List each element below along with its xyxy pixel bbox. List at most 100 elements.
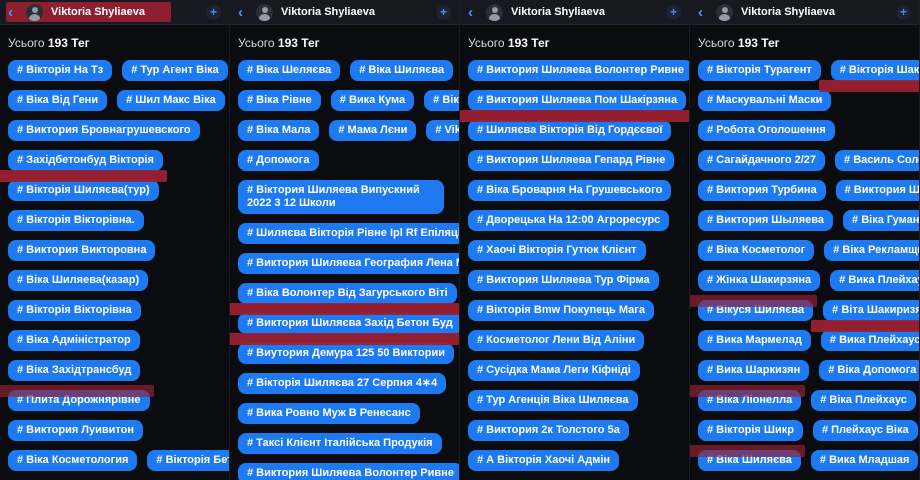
contact-name[interactable]: Viktoria Shyliaeva (51, 6, 145, 18)
tag-pill[interactable]: # Виктория Бровнагрушевского (8, 120, 200, 141)
tag-pill[interactable]: # Віка Від Гени (8, 90, 108, 111)
back-chevron-icon[interactable]: ‹ (698, 3, 703, 21)
add-tag-icon[interactable]: + (896, 4, 911, 20)
contact-name[interactable]: Viktoria Shyliaeva (281, 6, 375, 18)
tag-pill[interactable]: # Вікторія Шиляєва(тур) (8, 180, 159, 201)
tag-pill[interactable]: # Віка Гуманітарка (843, 210, 919, 231)
tag-pill[interactable]: # Віка Адміністратор (8, 330, 140, 351)
tag-pill[interactable]: # Віка Косметолог (698, 240, 815, 261)
tag-pill[interactable]: # Шиляєва Вікторія Рівне Ipl Rf Епіляція (238, 223, 459, 244)
tag-item: # Тур Агенція Віка Шиляєва (468, 390, 638, 411)
tag-pill[interactable]: # Виктория Шиляєва (835, 180, 919, 201)
tag-pill[interactable]: # Віка Кума (424, 90, 459, 111)
tag-pill[interactable]: # Вікторія Турагент (698, 60, 821, 81)
tag-pill[interactable]: # Віка Волонтер Від Загурського Віті (238, 283, 457, 304)
tag-pill[interactable]: # Таксі Клієнт Італійська Продукія (238, 433, 442, 454)
tag-item: # Косметолог Лени Від Аліни (468, 330, 645, 351)
tag-pill[interactable]: # Допомога (238, 150, 319, 171)
tag-pill[interactable]: # Віка Броварня На Грушевського (468, 180, 672, 201)
tag-row: # Вікторія На Тз # Тур Агент Віка (8, 60, 228, 81)
tag-pill[interactable]: # Виктория Шиляева География Лена Мама (238, 253, 459, 274)
contact-name[interactable]: Viktoria Shyliaeva (511, 6, 605, 18)
tag-pill[interactable]: # Плита Дорожнярівне (8, 390, 150, 411)
add-tag-icon[interactable]: + (436, 4, 451, 20)
tag-item: # Віка Волонтер Від Загурського Віті (230, 283, 459, 315)
add-tag-icon[interactable]: + (666, 4, 681, 20)
tag-pill[interactable]: # Віка Шиляєва (698, 450, 801, 471)
tag-pill[interactable]: # Вікторія Вікторівна. (8, 210, 144, 231)
tag-pill[interactable]: # Віка Рівне (238, 90, 321, 111)
tag-pill[interactable]: # Виктория Шыляева (698, 210, 834, 231)
tag-pill[interactable]: # Вікуся Шиляєва (698, 300, 814, 321)
tag-pill[interactable]: # Віктория Шиляева Випускний 2022 3 12 Ш… (238, 180, 444, 214)
tag-pill[interactable]: # Косметолог Лени Від Аліни (468, 330, 645, 351)
tag-pill[interactable]: # Віка Ліонелла (698, 390, 802, 411)
tag-pill[interactable]: # А Вікторія Хаочі Адмін (468, 450, 620, 471)
tag-pill[interactable]: # Виктория Шиляева Волонтер Ривне (238, 463, 459, 480)
tag-pill[interactable]: # Виктория 2к Толстого 5а (468, 420, 629, 441)
tag-pill[interactable]: # Жінка Шакирзяна (698, 270, 821, 291)
tag-pill[interactable]: # Віка Плейхаус (811, 390, 916, 411)
tag-pill[interactable]: # Маскувальні Маски (698, 90, 832, 111)
tag-pill[interactable]: # Виутория Демура 125 50 Виктории (238, 343, 454, 364)
tag-pill[interactable]: # Віка Шиляєва (350, 60, 454, 81)
contact-name[interactable]: Viktoria Shyliaeva (741, 6, 835, 18)
tag-pill[interactable]: # Виктория Луивитон (8, 420, 144, 441)
tag-pill[interactable]: # Вика Ровно Муж В Ренесанс (238, 403, 420, 424)
tag-item: # Виктория Шиляєва (835, 180, 919, 201)
tag-pill[interactable]: # Вика Плейхаус. (830, 270, 919, 291)
tag-pill[interactable]: # Виктория Шиляева Тур Фірма (468, 270, 659, 291)
tag-pill[interactable]: # Тур Агенція Віка Шиляєва (468, 390, 638, 411)
tag-pill[interactable]: # Виктория Шиляева Гепард Рівне (468, 150, 675, 171)
back-chevron-icon[interactable]: ‹ (8, 3, 13, 21)
tag-pill[interactable]: # Вікторія Шиляєва 27 Серпня 4∗4 (238, 373, 447, 394)
tag-item: # А Вікторія Хаочі Адмін (468, 450, 620, 471)
add-tag-icon[interactable]: + (206, 4, 221, 20)
tag-pill[interactable]: # Вікторія На Тз (8, 60, 113, 81)
tag-pill[interactable]: # Плейхаус Віка (812, 420, 918, 441)
tag-pill[interactable]: # Вика Младшая (810, 450, 919, 471)
tag-pill[interactable]: # Робота Оголошення (698, 120, 835, 141)
tag-pill[interactable]: # Віка Шиляева(казар) (8, 270, 149, 291)
tag-pill[interactable]: # Вика Плейхаус (820, 330, 919, 351)
tag-pill[interactable]: # Шиляєва Вікторія Від Гордєєвої (468, 120, 672, 141)
tag-pill[interactable]: # Шил Макс Віка (117, 90, 225, 111)
tag-pill[interactable]: # Сусідка Мама Леги Кіфніді (468, 360, 640, 381)
tag-pill[interactable]: # Виктория Шиляева Волонтер Ривне (468, 60, 689, 81)
tag-pill[interactable]: # Віка Західтрансбуд (8, 360, 141, 381)
tag-pill[interactable]: # Дворецька На 12:00 Агроресурс (468, 210, 670, 231)
tag-pill[interactable]: # Вика Шаркизян (698, 360, 810, 381)
tag-pill[interactable]: # Вика Кума (330, 90, 415, 111)
tag-pill[interactable]: # Вікторія Шикр (698, 420, 803, 441)
tag-pill[interactable]: # Вікторія Шакирзян (830, 60, 919, 81)
tag-pill[interactable]: # Виктория Викторовна (8, 240, 156, 261)
tag-pill[interactable]: # Виктория Шиляева Пом Шакірзяна (468, 90, 687, 111)
tag-pill[interactable]: # Тур Агент Віка (122, 60, 228, 81)
tag-pill[interactable]: # Виктория Турбина (698, 180, 826, 201)
tag-pill[interactable]: # Вікторія Bmw Покупець Мага (468, 300, 654, 321)
tag-pill[interactable]: # Віка Косметология (8, 450, 138, 471)
tag-pill[interactable]: # Виктория Шиляєва Захід Бетон Буд (238, 313, 459, 334)
tag-row: # Вікуся Шиляєва # Віта Шакиризян (690, 295, 919, 332)
tag-pill[interactable]: # Вікторія Бетонний (147, 450, 229, 471)
tag-row: # Віка Мала # Мама Лєни # Vika V (238, 120, 459, 141)
tag-pill[interactable]: # Хаочі Вікторія Гутюк Клієнт (468, 240, 646, 261)
tag-pill[interactable]: # Вика Мармелад (698, 330, 811, 351)
tag-pill[interactable]: # Vika V (426, 120, 459, 141)
tag-pill[interactable]: # Віка Рекламщиця (824, 240, 919, 261)
tag-pill[interactable]: # Віка Мала (238, 120, 320, 141)
tag-pill[interactable]: # Василь Солотвино (835, 150, 919, 171)
back-chevron-icon[interactable]: ‹ (238, 3, 243, 21)
tag-pill[interactable]: # Вікторія Вікторівна (8, 300, 141, 321)
tag-pill[interactable]: # Віка Шеляєва (238, 60, 341, 81)
tag-pill[interactable]: # Віка Допомога (819, 360, 919, 381)
back-chevron-icon[interactable]: ‹ (468, 3, 473, 21)
tag-pill[interactable]: # Західбетонбуд Вікторія (8, 150, 163, 171)
tag-item: # Вика Шаркизян (698, 360, 810, 381)
summary-prefix: Усього (468, 36, 505, 50)
tag-pill[interactable]: # Сагайдачного 2/27 (698, 150, 826, 171)
tag-item: # Віка Плейхаус (811, 390, 916, 411)
tag-pill[interactable]: # Мама Лєни (329, 120, 417, 141)
tag-pill[interactable]: # Віта Шакиризян (823, 300, 919, 321)
tag-item: # Віка Мала (238, 120, 320, 141)
